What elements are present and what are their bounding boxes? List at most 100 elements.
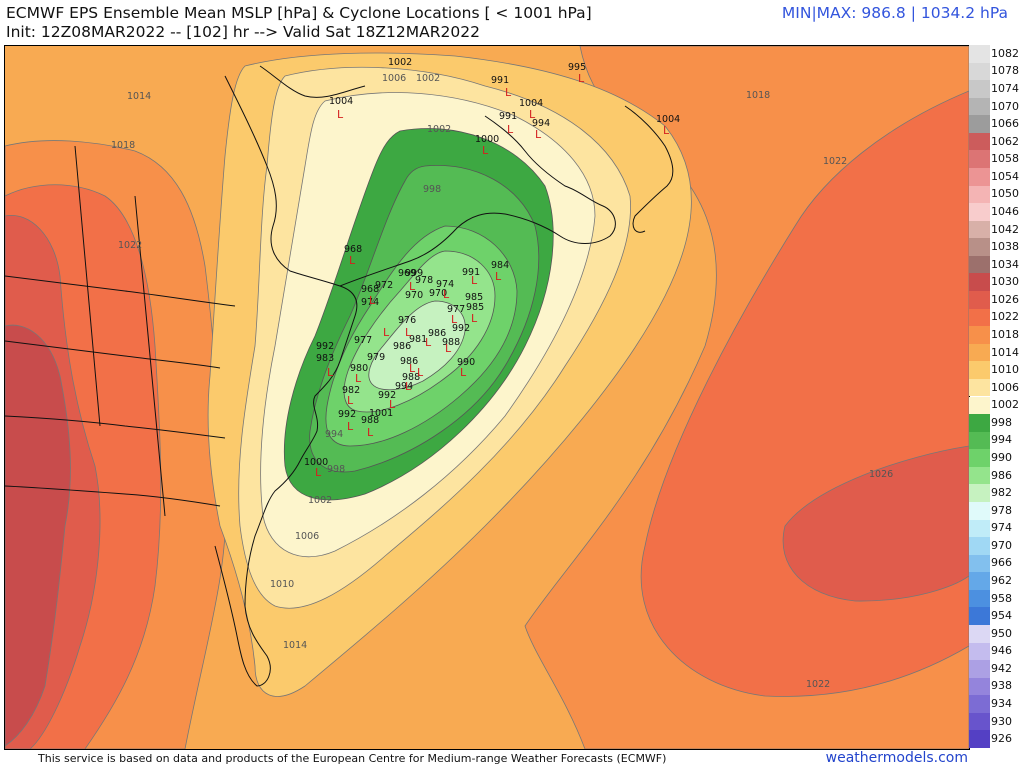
legend-item: 982 bbox=[969, 484, 1022, 502]
cyclone-location-mark: L bbox=[389, 398, 396, 411]
legend-swatch bbox=[969, 501, 990, 520]
cyclone-pressure: 1000 bbox=[304, 457, 328, 468]
cyclone-pressure: 1002 bbox=[388, 57, 412, 68]
legend-swatch bbox=[969, 80, 990, 98]
legend-item: 934 bbox=[969, 695, 1022, 713]
legend-label: 942 bbox=[991, 661, 1012, 675]
legend-label: 930 bbox=[991, 714, 1012, 728]
contour-label: 1022 bbox=[823, 156, 847, 167]
legend-swatch bbox=[969, 519, 990, 538]
legend-item: 958 bbox=[969, 589, 1022, 608]
cyclone-pressure: 977 bbox=[447, 304, 465, 315]
legend-item: 942 bbox=[969, 660, 1022, 678]
legend-swatch bbox=[969, 730, 990, 748]
legend-item: 1038 bbox=[969, 238, 1022, 256]
legend-item: 978 bbox=[969, 501, 1022, 520]
legend-swatch bbox=[969, 554, 990, 573]
legend-label: 994 bbox=[991, 433, 1012, 447]
legend-item: 1030 bbox=[969, 273, 1022, 292]
cyclone-pressure: 972 bbox=[375, 280, 393, 291]
cyclone-location-mark: L bbox=[337, 108, 344, 121]
contour-label: 998 bbox=[327, 464, 345, 475]
cyclone-pressure: 1004 bbox=[656, 114, 680, 125]
contour-labels: 1014 1018 1022 1018 1022 1026 1022 1014 … bbox=[111, 73, 893, 690]
contour-label: 1014 bbox=[283, 640, 307, 651]
legend-item: 1058 bbox=[969, 150, 1022, 168]
legend-item: 1074 bbox=[969, 80, 1022, 98]
legend-label: 1006 bbox=[991, 380, 1019, 394]
legend-item: 1078 bbox=[969, 62, 1022, 81]
legend-label: 946 bbox=[991, 644, 1012, 658]
title-line-2: Init: 12Z08MAR2022 -- [102] hr --> Valid… bbox=[6, 23, 480, 41]
legend-swatch bbox=[969, 343, 990, 362]
legend-swatch bbox=[969, 115, 990, 133]
legend-swatch bbox=[969, 273, 990, 292]
legend-swatch bbox=[969, 537, 990, 555]
legend-swatch bbox=[969, 97, 990, 116]
legend-label: 934 bbox=[991, 697, 1012, 711]
legend-item: 1022 bbox=[969, 308, 1022, 327]
legend-label: 990 bbox=[991, 451, 1012, 464]
minmax-readout: MIN|MAX: 986.8 | 1034.2 hPa bbox=[781, 4, 1008, 22]
cyclone-location-mark: L bbox=[529, 108, 536, 121]
coastline bbox=[5, 65, 674, 687]
cyclone-pressure: 992 bbox=[378, 390, 396, 401]
legend-item: 1010 bbox=[969, 361, 1022, 379]
legend-swatch bbox=[969, 695, 990, 713]
legend-label: 1062 bbox=[991, 134, 1019, 148]
legend-swatch bbox=[969, 378, 990, 397]
cyclone-location-mark: L bbox=[315, 466, 322, 479]
legend-label: 986 bbox=[991, 468, 1012, 482]
contour-label: 1022 bbox=[806, 679, 830, 690]
cyclone-pressure: 974 bbox=[361, 297, 379, 308]
pressure-map: 1014 1018 1022 1018 1022 1026 1022 1014 … bbox=[4, 45, 970, 750]
cyclone-location-mark: L bbox=[471, 274, 478, 287]
legend-item: 990 bbox=[969, 449, 1022, 467]
legend-label: 938 bbox=[991, 679, 1012, 693]
cyclone-pressure: 1004 bbox=[329, 96, 353, 107]
legend-swatch bbox=[969, 255, 990, 274]
legend-swatch bbox=[969, 132, 990, 151]
legend-item: 1042 bbox=[969, 220, 1022, 239]
cyclone-pressure: 991 bbox=[491, 75, 509, 86]
legend-label: 1042 bbox=[991, 222, 1019, 236]
contour-label: 1018 bbox=[111, 140, 135, 151]
cyclone-pressure: 1004 bbox=[519, 98, 543, 109]
cyclone-pressure: 970 bbox=[405, 290, 423, 301]
cyclone-pressure: 992 bbox=[338, 409, 356, 420]
cyclone-pressure: 986 bbox=[428, 328, 446, 339]
cyclone-location-mark: L bbox=[367, 426, 374, 439]
cyclone-location-mark: L bbox=[349, 254, 356, 267]
legend-swatch bbox=[969, 466, 990, 485]
legend-label: 1074 bbox=[991, 81, 1019, 95]
legend-swatch bbox=[969, 168, 990, 186]
contour-label: 1002 bbox=[427, 124, 451, 135]
map-canvas: 1014 1018 1022 1018 1022 1026 1022 1014 … bbox=[5, 46, 969, 749]
cyclone-pressure: 968 bbox=[361, 284, 379, 295]
legend-label: 998 bbox=[991, 415, 1012, 429]
cyclone-pressure: 980 bbox=[350, 363, 368, 374]
legend-swatch bbox=[969, 449, 990, 467]
cyclone-location-mark: L bbox=[355, 372, 362, 385]
pressure-band-1026-atlantic bbox=[782, 445, 969, 602]
cyclone-pressure: 991 bbox=[499, 111, 517, 122]
legend-label: 1078 bbox=[991, 64, 1019, 78]
cyclone-location-mark: L bbox=[663, 124, 670, 137]
contour-label: 1014 bbox=[127, 91, 151, 102]
cyclone-pressure: 979 bbox=[367, 352, 385, 363]
legend-item: 1002 bbox=[969, 396, 1022, 415]
legend-item: 970 bbox=[969, 537, 1022, 555]
legend-item: 1006 bbox=[969, 378, 1022, 397]
brand-link[interactable]: weathermodels.com bbox=[825, 750, 968, 766]
legend-swatch bbox=[969, 185, 990, 204]
legend-item: 974 bbox=[969, 519, 1022, 538]
legend-item: 1066 bbox=[969, 115, 1022, 133]
legend-label: 974 bbox=[991, 521, 1012, 535]
legend-label: 966 bbox=[991, 556, 1012, 570]
legend-swatch bbox=[969, 572, 990, 590]
cyclone-location-mark: L bbox=[369, 294, 376, 307]
cyclone-location-mark: L bbox=[409, 362, 416, 375]
legend-label: 1050 bbox=[991, 187, 1019, 201]
cyclone-location-mark: L bbox=[425, 336, 432, 349]
cyclone-pressure: 994 bbox=[532, 118, 550, 129]
